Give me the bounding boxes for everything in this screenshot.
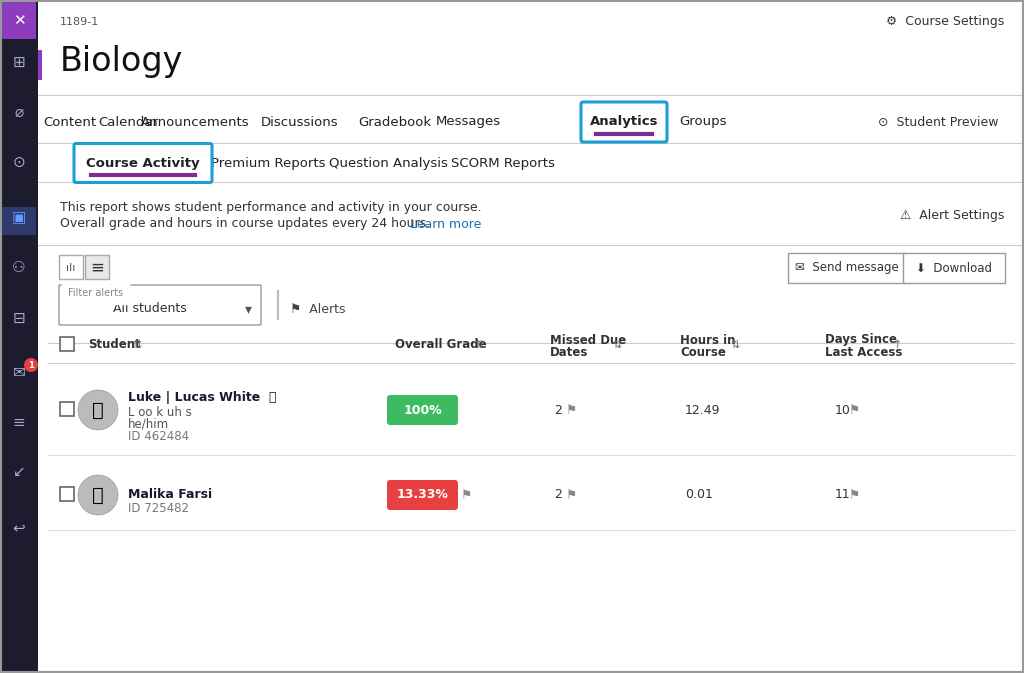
Text: ⊟: ⊟ [12, 310, 26, 326]
FancyBboxPatch shape [59, 285, 261, 325]
Text: ⊞: ⊞ [12, 55, 26, 69]
Text: Analytics: Analytics [590, 116, 658, 129]
Text: Filter alerts: Filter alerts [68, 288, 123, 298]
FancyBboxPatch shape [387, 480, 458, 510]
Text: Course Activity: Course Activity [86, 157, 200, 170]
Text: ≡: ≡ [12, 415, 26, 429]
Text: ✉: ✉ [12, 365, 26, 380]
Text: Calendar: Calendar [98, 116, 158, 129]
Text: 0.01: 0.01 [685, 489, 713, 501]
Text: he/him: he/him [128, 417, 169, 431]
Text: ⚑: ⚑ [566, 404, 578, 417]
Text: Student: Student [88, 339, 140, 351]
Text: ▣: ▣ [12, 211, 27, 225]
Text: Groups: Groups [679, 116, 727, 129]
Text: Luke | Lucas White  🔊: Luke | Lucas White 🔊 [128, 392, 276, 404]
Text: Missed Due: Missed Due [550, 334, 627, 347]
Text: Malika Farsi: Malika Farsi [128, 489, 212, 501]
FancyBboxPatch shape [85, 255, 109, 279]
Text: ✕: ✕ [12, 13, 26, 28]
Text: ⚇: ⚇ [12, 260, 26, 275]
Text: ▾: ▾ [245, 302, 252, 316]
Text: ⌀: ⌀ [14, 104, 24, 120]
Text: 10: 10 [835, 404, 851, 417]
Text: ⚑: ⚑ [849, 404, 860, 417]
Text: 11: 11 [835, 489, 851, 501]
Text: ⚑: ⚑ [566, 489, 578, 501]
Text: ⊙: ⊙ [12, 155, 26, 170]
Text: ⚙  Course Settings: ⚙ Course Settings [886, 15, 1004, 28]
Text: Biology: Biology [60, 46, 183, 79]
Text: Dates: Dates [550, 345, 589, 359]
Text: 100%: 100% [403, 404, 442, 417]
Text: ⚑  Alerts: ⚑ Alerts [290, 302, 345, 316]
Text: ID 462484: ID 462484 [128, 429, 189, 443]
Circle shape [78, 475, 118, 515]
Text: ≡: ≡ [90, 259, 104, 277]
Text: Discussions: Discussions [261, 116, 339, 129]
Text: Last Access: Last Access [825, 345, 902, 359]
Text: 👤: 👤 [92, 485, 103, 505]
Bar [60, 337, 74, 351]
Text: ID 725482: ID 725482 [128, 503, 189, 516]
FancyBboxPatch shape [387, 395, 458, 425]
Text: 1189-1: 1189-1 [60, 17, 99, 27]
Text: Announcements: Announcements [140, 116, 249, 129]
Bar [2, 207, 36, 235]
Text: L oo k uh s: L oo k uh s [128, 406, 191, 419]
Text: This report shows student performance and activity in your course.: This report shows student performance an… [60, 201, 481, 213]
Text: Premium Reports: Premium Reports [211, 157, 326, 170]
Text: ⚑: ⚑ [849, 489, 860, 501]
Text: ⇅: ⇅ [612, 340, 622, 350]
Text: ↙: ↙ [12, 464, 26, 479]
Text: 12.49: 12.49 [685, 404, 721, 417]
Text: Days Since: Days Since [825, 334, 897, 347]
Text: ✉  Send message: ✉ Send message [795, 262, 898, 275]
Text: ⚠  Alert Settings: ⚠ Alert Settings [900, 209, 1004, 221]
Text: 13.33%: 13.33% [396, 489, 449, 501]
Text: ⊙  Student Preview: ⊙ Student Preview [879, 116, 999, 129]
Text: Overall grade and hours in course updates every 24 hours.: Overall grade and hours in course update… [60, 217, 438, 230]
FancyBboxPatch shape [903, 253, 1005, 283]
Bar [0, 0, 38, 673]
Text: ⇅: ⇅ [474, 340, 483, 350]
Text: All students: All students [113, 302, 186, 316]
Text: Gradebook: Gradebook [358, 116, 431, 129]
Text: ⇅: ⇅ [132, 340, 142, 350]
Text: Content: Content [43, 116, 96, 129]
Text: 1: 1 [28, 361, 34, 369]
Text: Overall Grade: Overall Grade [395, 339, 486, 351]
Text: Question Analysis: Question Analysis [329, 157, 447, 170]
Bar [38, 50, 42, 80]
Text: ↩: ↩ [12, 520, 26, 536]
Text: 2: 2 [554, 404, 562, 417]
Text: 👤: 👤 [92, 400, 103, 419]
Text: Course: Course [680, 345, 726, 359]
Text: SCORM Reports: SCORM Reports [451, 157, 555, 170]
Text: ılı: ılı [67, 263, 76, 273]
Text: Hours in: Hours in [680, 334, 735, 347]
FancyBboxPatch shape [2, 2, 36, 39]
Text: ⬇  Download: ⬇ Download [916, 262, 992, 275]
Text: ⚑: ⚑ [462, 489, 473, 501]
FancyBboxPatch shape [788, 253, 905, 283]
Text: ↑: ↑ [893, 340, 902, 350]
Bar [60, 402, 74, 416]
Text: 2: 2 [554, 489, 562, 501]
Text: Learn more: Learn more [410, 217, 481, 230]
FancyBboxPatch shape [59, 255, 83, 279]
Circle shape [24, 358, 38, 372]
Text: ⇅: ⇅ [730, 340, 739, 350]
Bar [60, 487, 74, 501]
Circle shape [78, 390, 118, 430]
Text: Messages: Messages [435, 116, 501, 129]
